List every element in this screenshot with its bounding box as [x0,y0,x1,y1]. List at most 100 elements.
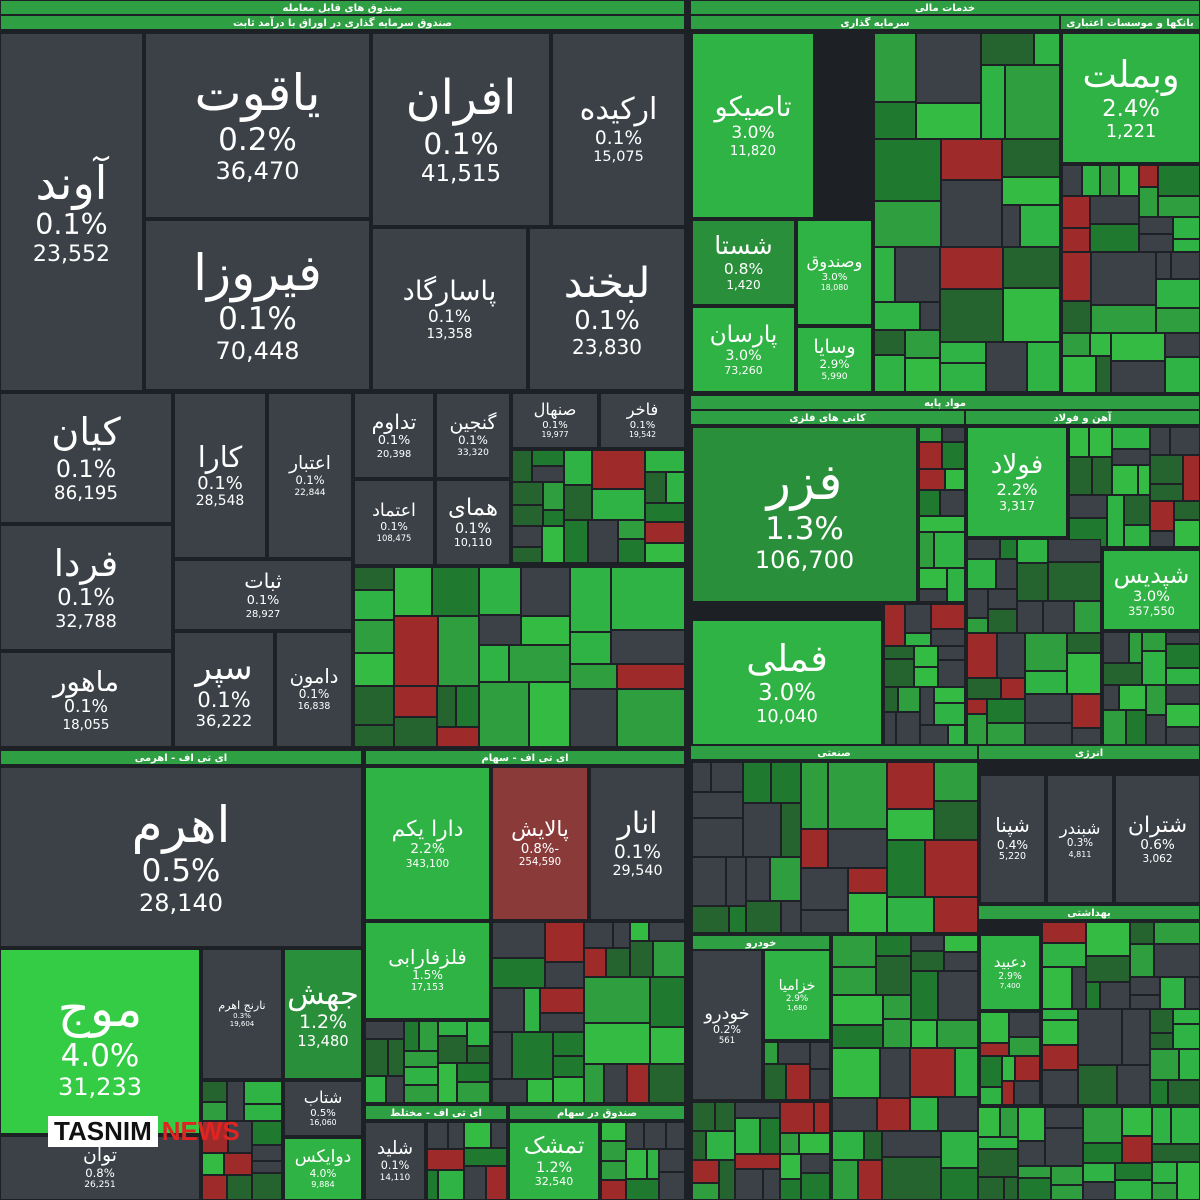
small-tile [437,686,456,727]
small-tile [801,868,848,910]
small-tile [606,948,630,977]
small-tile [980,1056,1002,1087]
section-header: بهداشتی [978,905,1200,920]
small-tile [916,103,981,139]
small-tile [832,1160,858,1200]
tile-name: فیروزا [193,243,322,302]
tile-change: 2.9% [785,994,809,1005]
small-tile [764,1042,778,1064]
tile-volume: 1,221 [1105,122,1157,143]
tile-change: 0.1% [428,306,471,327]
stock-tile: خزامیا 2.9% 1,680 [764,950,830,1040]
small-tile [1115,1163,1152,1180]
small-tile [1017,563,1048,601]
small-tile [810,1042,830,1069]
tile-name: ارکیده [579,92,658,128]
stock-tile: وصندوق 3.0% 18,080 [797,220,872,325]
tile-name: ماهور [52,664,120,698]
small-tile [627,1064,649,1103]
tile-volume: 31,233 [58,1073,142,1102]
small-tile [692,1102,715,1131]
small-tile [1086,922,1130,956]
stock-tile: فلزفارابی 1.5% 17,153 [365,922,490,1019]
stock-tile: صنهال 0.1% 19,977 [512,393,598,448]
small-tile [1018,1178,1051,1200]
small-tile [944,935,978,952]
small-tile [941,139,1002,180]
small-tile [729,906,746,933]
tile-change: 3.0% [821,271,848,283]
section-header: مواد پایه [690,395,1200,410]
small-tile [512,450,532,482]
small-tile [848,893,887,933]
stock-tile: تاصیکو 3.0% 11,820 [692,33,814,218]
small-tile [938,660,965,687]
small-tile [438,1036,467,1063]
small-tile [1122,1136,1152,1163]
tile-change: 0.1% [377,433,411,449]
small-tile [967,589,988,618]
small-tile [967,678,1001,699]
small-tile [771,762,801,803]
tile-change: 0.1% [64,696,108,717]
small-tile [780,1133,799,1154]
small-tile [252,1145,282,1161]
tile-volume: 36,222 [195,710,253,730]
small-tile [1045,1107,1083,1128]
small-tile [1171,252,1200,279]
small-tile [931,604,965,629]
section-header: ای تی اف - سهام [365,750,685,765]
small-tile [858,1160,882,1200]
tile-name: اعتماد [372,501,416,522]
small-tile [611,567,685,630]
small-tile [1130,922,1154,944]
small-tile [986,342,1027,392]
small-tile [354,653,394,686]
small-tile [1170,427,1200,455]
small-tile [202,1081,227,1102]
tile-change: 0.1% [574,305,640,336]
small-tile [354,590,394,620]
small-tile [404,1085,438,1103]
tile-volume: 4,811 [1068,849,1092,859]
small-tile [228,1121,252,1153]
small-tile [874,355,905,392]
tile-change: 0.1% [614,841,661,863]
tile-change: 2.9% [819,357,850,372]
small-tile [1112,427,1150,449]
small-tile [1034,33,1060,65]
small-tile [653,941,685,977]
tile-volume: 18,055 [62,717,110,733]
small-tile [874,139,941,201]
tile-name: سپر [195,647,253,687]
small-tile [944,952,978,971]
small-tile [882,1157,941,1200]
small-tile [919,568,947,589]
small-tile [911,971,938,1020]
small-tile [527,1079,553,1103]
small-tile [948,725,965,745]
small-tile [1117,1065,1150,1105]
small-tile [919,442,942,469]
small-tile [955,1048,978,1097]
small-tile [394,616,438,686]
small-tile [1000,1107,1018,1137]
small-tile [988,589,1017,609]
stock-tile: ارکیده 0.1% 15,075 [552,33,685,226]
section-header: ای تی اف - اهرمی [0,750,362,765]
small-tile [509,645,570,682]
small-tile [1072,728,1101,745]
small-tile [832,1025,883,1048]
tile-name: لبخند [563,257,651,307]
small-tile [726,857,746,906]
small-tile [1043,601,1074,633]
small-tile [1042,1045,1078,1070]
small-tile [545,962,584,988]
tile-name: شبندر [1059,818,1101,838]
tile-name: وصندوق [806,251,863,271]
tile-volume: 23,830 [572,335,642,360]
small-tile [1112,465,1138,495]
tile-change: 4.0% [309,1168,337,1181]
small-tile [570,567,611,632]
small-tile [252,1173,282,1200]
